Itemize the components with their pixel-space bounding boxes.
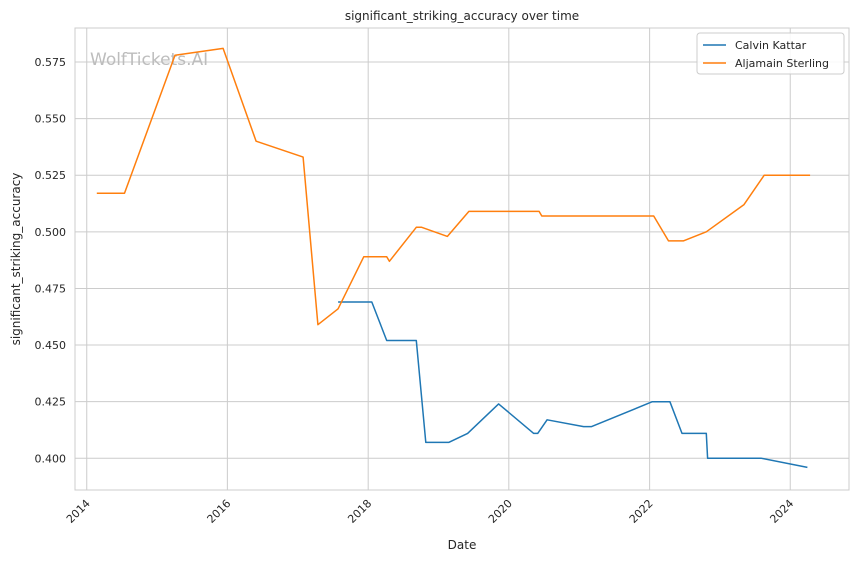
y-tick-label-0-400: 0.400 <box>35 452 67 465</box>
legend-label-calvin-kattar: Calvin Kattar <box>735 39 807 52</box>
series-line-aljamain-sterling <box>96 47 811 326</box>
y-tick-label-0-550: 0.550 <box>35 113 67 126</box>
legend-box <box>696 32 845 75</box>
series-layer <box>96 47 811 469</box>
plot-frame <box>74 27 850 491</box>
x-axis-title: Date <box>448 538 477 552</box>
y-axis-ticks: 0.400 0.425 0.450 0.475 0.500 0.525 0.550 0.575 <box>35 56 67 465</box>
y-tick-label-0-500: 0.500 <box>35 226 67 239</box>
legend-label-aljamain-sterling: Aljamain Sterling <box>735 57 829 70</box>
y-tick-label-0-525: 0.525 <box>35 169 67 182</box>
y-tick-label-0-425: 0.425 <box>35 396 67 409</box>
series-line-calvin-kattar <box>338 301 808 469</box>
legend: Calvin Kattar Aljamain Sterling <box>696 32 845 75</box>
y-tick-label-0-450: 0.450 <box>35 339 67 352</box>
y-tick-label-0-475: 0.475 <box>35 282 67 295</box>
y-axis-title: significant_striking_accuracy <box>9 173 23 346</box>
y-tick-label-0-575: 0.575 <box>35 56 67 69</box>
plot-area <box>75 28 849 490</box>
x-gridlines <box>86 28 791 490</box>
chart-title: significant_striking_accuracy over time <box>345 9 579 23</box>
